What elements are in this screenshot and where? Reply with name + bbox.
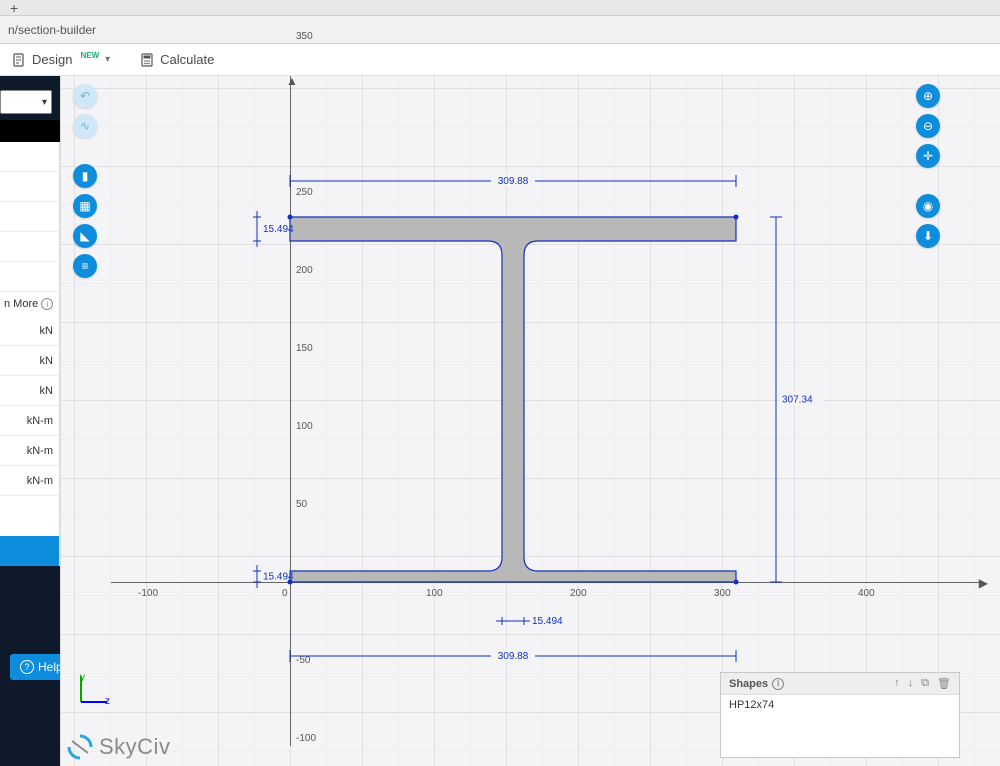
section-svg: 309.88 309.88 307.34 15.494 15.494 15.49…	[61, 76, 1000, 766]
info-icon: i	[41, 298, 53, 310]
calculate-button[interactable]: Calculate	[140, 52, 214, 67]
unit-row: kN-m	[0, 406, 59, 436]
learn-more-label[interactable]: n More i	[0, 292, 59, 316]
duplicate-icon[interactable]: ⧉	[921, 677, 929, 690]
unit-row: kN	[0, 316, 59, 346]
url-text: n/section-builder	[8, 23, 96, 37]
shapes-panel-title: Shapes i	[729, 678, 784, 690]
url-bar[interactable]: n/section-builder	[0, 16, 1000, 44]
unit-row: kN	[0, 346, 59, 376]
new-badge: NEW	[80, 51, 99, 60]
chevron-down-icon: ▾	[105, 54, 110, 65]
shape-list-item[interactable]: HP12x74	[721, 695, 959, 715]
new-tab-button[interactable]: +	[4, 0, 24, 16]
move-down-icon[interactable]: ↓	[908, 677, 914, 690]
svg-text:309.88: 309.88	[498, 176, 529, 187]
y-axis-label: y	[80, 672, 85, 683]
help-icon: ?	[20, 660, 34, 674]
shapes-panel: Shapes i ↑ ↓ ⧉ 🗑 HP12x74	[720, 672, 960, 758]
sidebar-primary-button[interactable]	[0, 536, 59, 566]
sidebar-dropdown[interactable]	[0, 90, 52, 114]
unit-row: kN-m	[0, 466, 59, 496]
move-up-icon[interactable]: ↑	[894, 677, 900, 690]
top-toolbar: Design NEW ▾ Calculate	[0, 44, 1000, 76]
delete-icon[interactable]: 🗑	[937, 677, 951, 690]
svg-text:307.34: 307.34	[782, 395, 813, 406]
svg-text:15.494: 15.494	[263, 224, 294, 235]
unit-row: kN-m	[0, 436, 59, 466]
canvas-area[interactable]: ↶∿▮▦◣≡ ⊕⊖✛◉⬇ ▲ ▶ -1000100200300400-100-5…	[60, 76, 1000, 766]
calculator-icon	[140, 53, 154, 67]
sidebar-dark-header	[0, 120, 60, 142]
info-icon[interactable]: i	[772, 678, 784, 690]
design-menu[interactable]: Design NEW ▾	[12, 52, 110, 67]
left-sidebar: n More i kNkNkNkN-mkN-mkN-m ? Help	[0, 76, 60, 766]
unit-row: kN	[0, 376, 59, 406]
calculate-label: Calculate	[160, 52, 214, 67]
sidebar-panel: n More i kNkNkNkN-mkN-mkN-m	[0, 142, 60, 566]
y-tick-label: 350	[296, 31, 313, 42]
svg-text:15.494: 15.494	[263, 572, 294, 583]
skyciv-logo: SkyCiv	[67, 734, 170, 760]
document-icon	[12, 53, 26, 67]
z-axis-label: z	[105, 696, 110, 707]
design-label: Design	[32, 52, 72, 67]
svg-text:15.494: 15.494	[532, 616, 563, 627]
svg-text:309.88: 309.88	[498, 651, 529, 662]
browser-tab-bar: +	[0, 0, 1000, 16]
